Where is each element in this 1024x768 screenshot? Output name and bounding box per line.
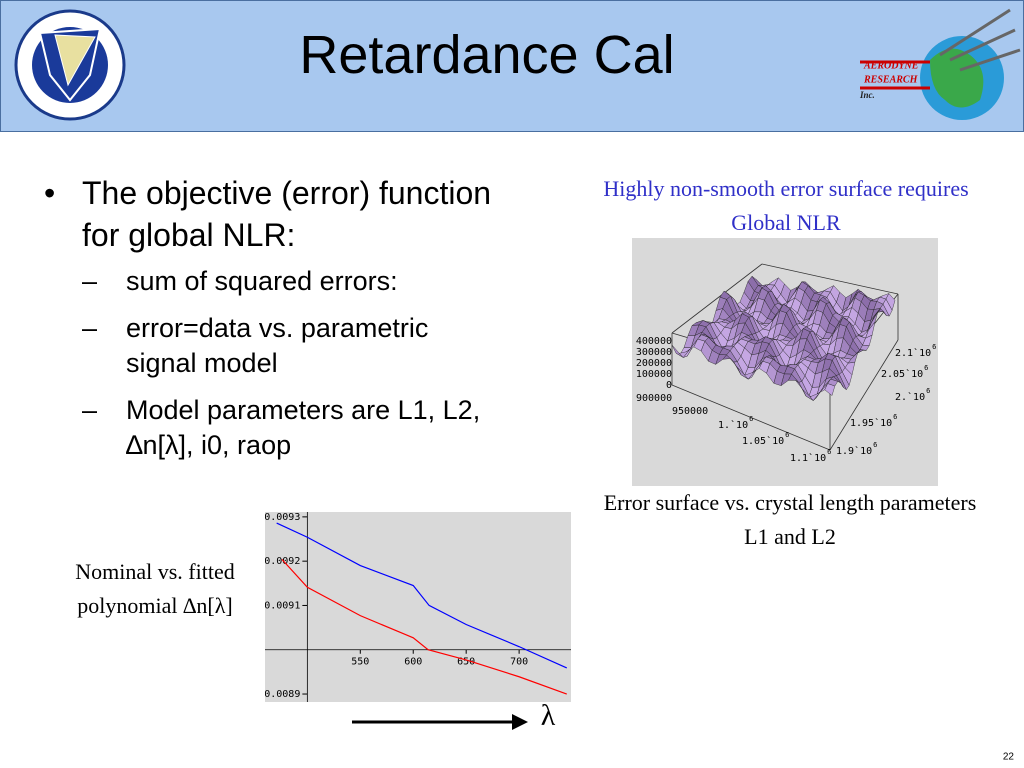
bullet-text: The objective (error) function for globa… bbox=[82, 175, 492, 253]
logo-text: Inc. bbox=[859, 90, 875, 100]
y-tick-label: 2.05`10 bbox=[881, 368, 923, 380]
plot-background bbox=[265, 512, 571, 702]
y-tick-label: 2.1`10 bbox=[895, 347, 931, 359]
x-tick-label-exponent: 6 bbox=[785, 431, 789, 439]
y-tick-label-exponent: 6 bbox=[893, 413, 897, 421]
bullet-dot: • bbox=[44, 175, 56, 211]
x-axis-symbol: λ bbox=[541, 699, 556, 732]
y-tick-label: 0.0091 bbox=[264, 600, 300, 611]
logo-text: RESEARCH bbox=[863, 74, 919, 85]
header-band bbox=[0, 0, 1024, 132]
sub-bullet: – sum of squared errors: bbox=[82, 266, 398, 296]
jet-trails bbox=[939, 8, 1021, 72]
page-number: 22 bbox=[1003, 752, 1015, 763]
surface-box bbox=[761, 263, 899, 295]
x-tick-label: 650 bbox=[457, 657, 475, 668]
x-tick-label: 1.`10 bbox=[718, 419, 748, 431]
air-force-logo: AIR FORCE RESEARCH LABORATORY bbox=[14, 9, 126, 121]
sub-bullet-text: sum of squared errors: bbox=[126, 266, 398, 296]
x-tick-label-exponent: 6 bbox=[749, 415, 753, 423]
y-tick-label: 0.0089 bbox=[264, 689, 300, 700]
bullet: • The objective (error) function for glo… bbox=[40, 172, 502, 256]
bullet-list: • The objective (error) function for glo… bbox=[40, 172, 540, 463]
z-tick-label: 200000 bbox=[636, 358, 672, 369]
x-tick-label-exponent: 6 bbox=[827, 448, 831, 456]
surface-box bbox=[671, 384, 831, 451]
x-tick-label: 900000 bbox=[636, 393, 672, 404]
series-line bbox=[276, 522, 568, 669]
globe-land bbox=[930, 48, 984, 108]
z-tick-label: 0 bbox=[666, 380, 672, 391]
y-tick-label-exponent: 6 bbox=[932, 343, 936, 351]
z-tick-label: 400000 bbox=[636, 336, 672, 347]
x-tick-label: 1.05`10 bbox=[742, 435, 784, 447]
x-tick-label: 700 bbox=[510, 657, 528, 668]
y-tick-label: 0.0093 bbox=[264, 512, 300, 523]
y-tick-label: 1.9`10 bbox=[836, 445, 872, 457]
logo-wing bbox=[54, 34, 96, 87]
y-tick-labels: 0.0089 0.0091 0.0092 0.0093 bbox=[264, 512, 300, 700]
x-tick-label: 1.1`10 bbox=[790, 452, 826, 464]
surface-caption-bottom: Error surface vs. crystal length paramet… bbox=[603, 490, 977, 549]
y-tick-label: 0.0092 bbox=[264, 556, 300, 567]
x-tick-label: 550 bbox=[351, 657, 369, 668]
surface-patch bbox=[824, 383, 836, 396]
z-tick-label: 300000 bbox=[636, 347, 672, 358]
logo-text: AERODYNE bbox=[863, 60, 919, 71]
sub-bullet: – Model parameters are L1, L2, ∆n[λ], i0,… bbox=[82, 395, 481, 460]
sub-bullet-text: error=data vs. parametric signal model bbox=[126, 313, 429, 378]
sub-bullets: – sum of squared errors: – error=data vs. … bbox=[82, 264, 482, 463]
slide-title: Retardance Cal bbox=[299, 25, 675, 85]
y-tick-label-exponent: 6 bbox=[924, 364, 928, 372]
sub-bullet: – error=data vs. parametric signal model bbox=[82, 313, 429, 378]
y-tick-label: 2.`10 bbox=[895, 391, 925, 403]
x-tick-label: 600 bbox=[404, 657, 422, 668]
sub-bullet-text: Model parameters are L1, L2, ∆n[λ], i0, … bbox=[126, 395, 481, 460]
y-tick-label-exponent: 6 bbox=[926, 387, 930, 395]
chart-caption: Nominal vs. fitted polynomial ∆n[λ] bbox=[75, 559, 235, 618]
aerodyne-logo: AERODYNE RESEARCH Inc. bbox=[859, 8, 1021, 120]
surface-box bbox=[829, 339, 899, 451]
series-line bbox=[281, 558, 567, 695]
arrow-head bbox=[512, 714, 528, 730]
x-tick-label: 950000 bbox=[672, 406, 708, 417]
y-tick-label: 1.95`10 bbox=[850, 417, 892, 429]
z-tick-label: 100000 bbox=[636, 369, 672, 380]
surface-box bbox=[671, 263, 763, 334]
surface-caption-top: Highly non-smooth error surface requires… bbox=[603, 176, 969, 235]
y-tick-label-exponent: 6 bbox=[873, 441, 877, 449]
